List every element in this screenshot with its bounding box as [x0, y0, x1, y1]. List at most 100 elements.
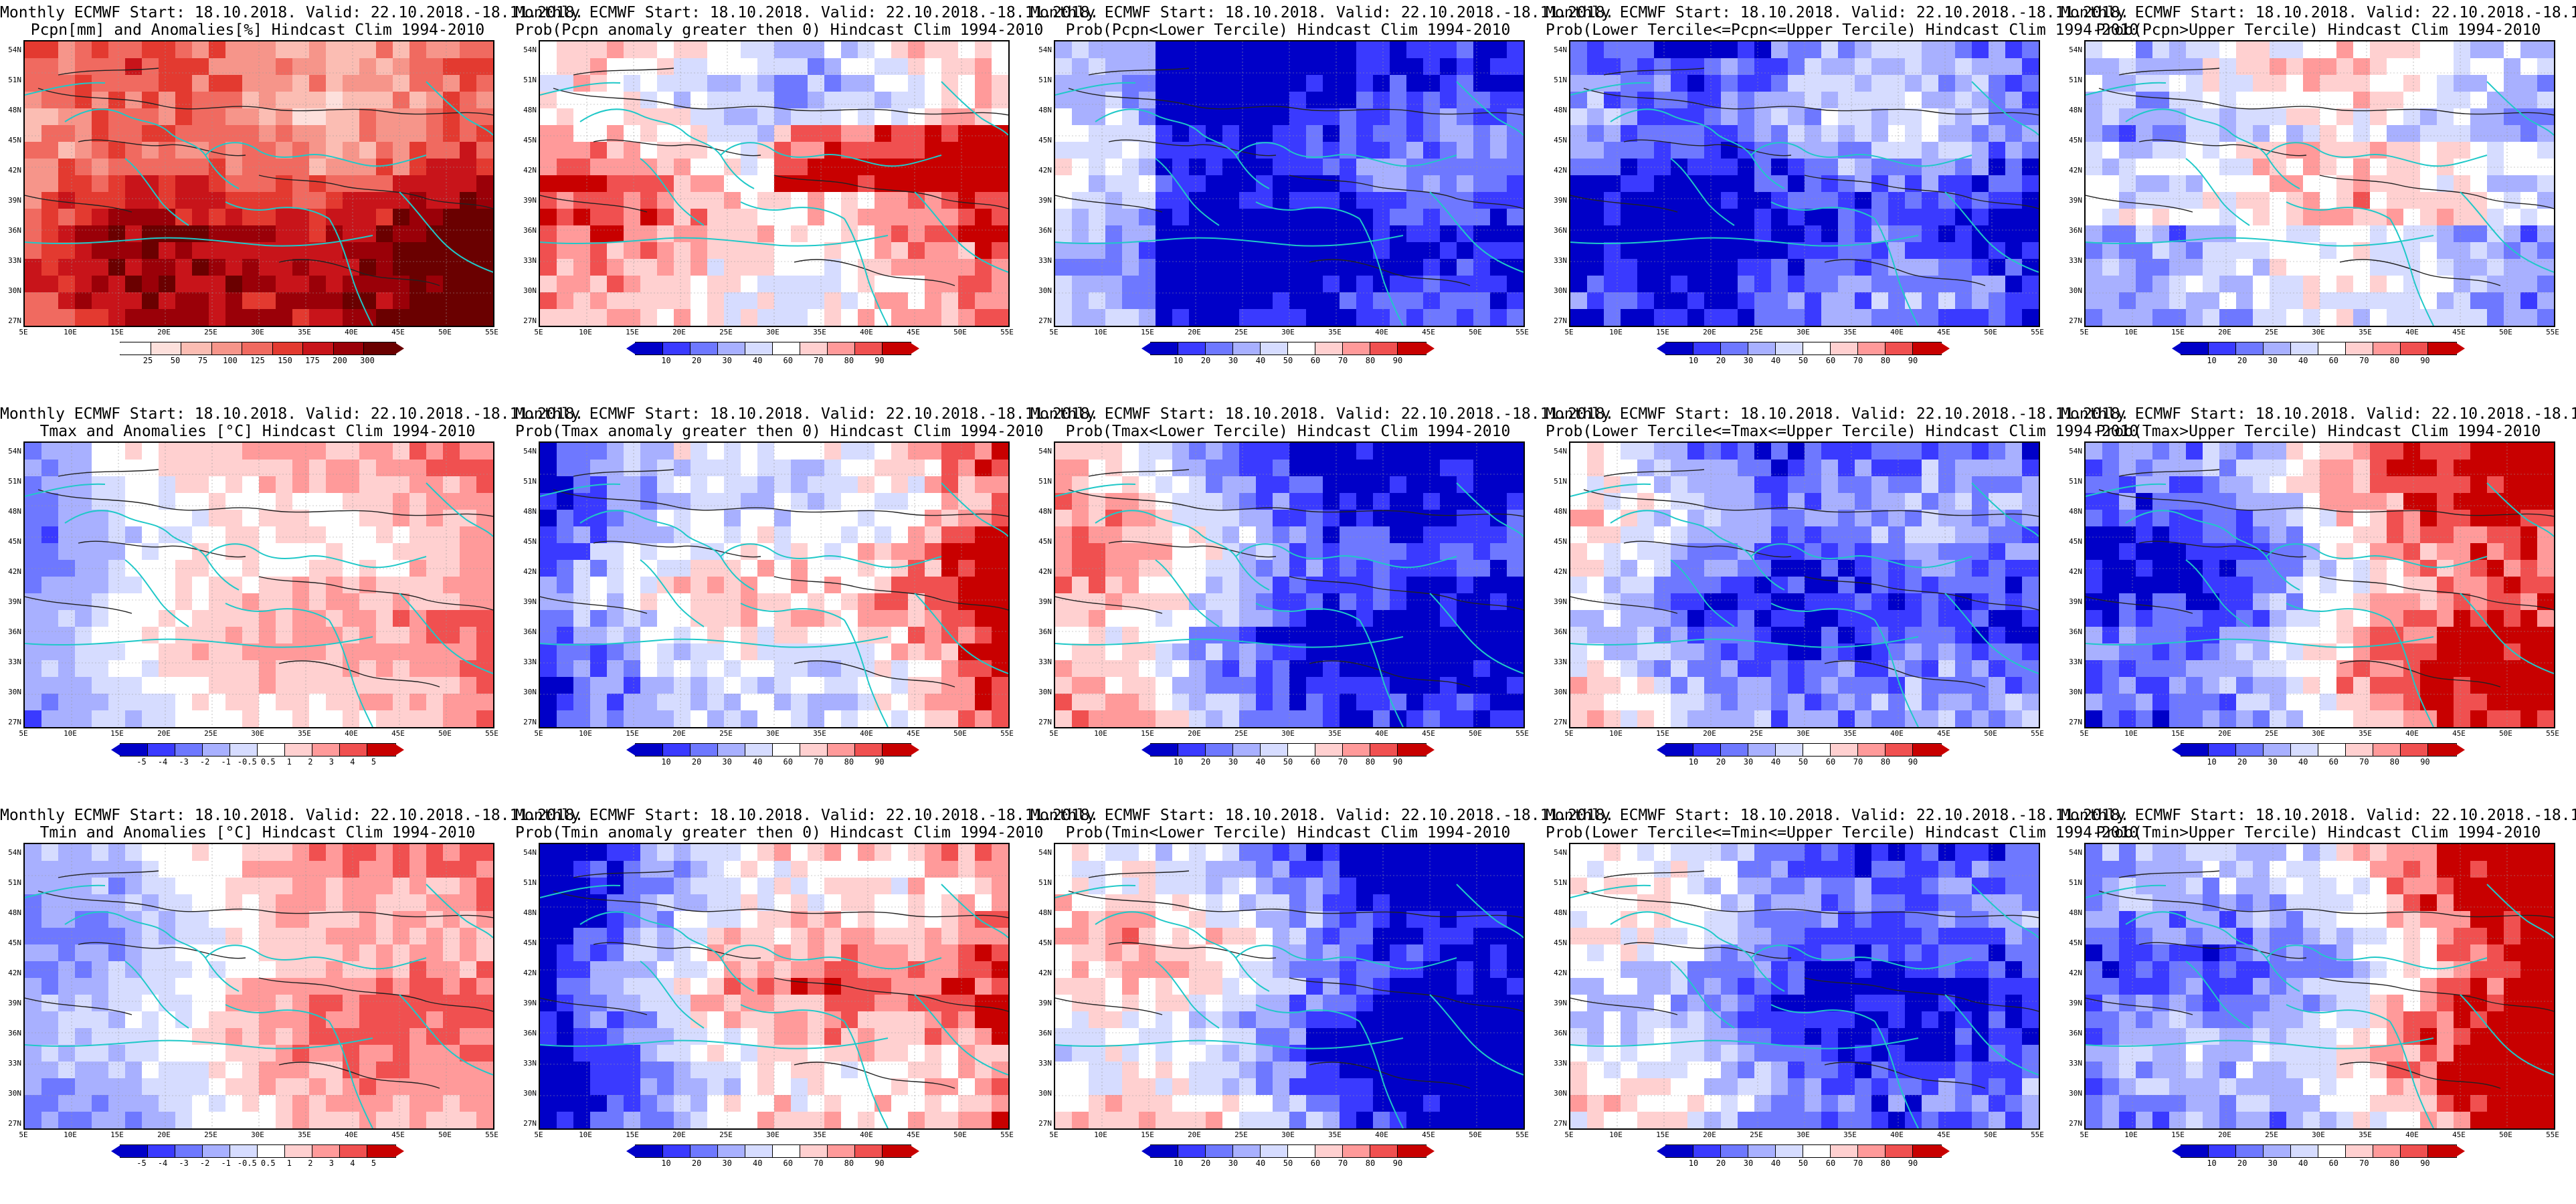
field-cell: [1888, 593, 1906, 611]
field-cell: [1771, 259, 1788, 276]
field-cell: [1089, 643, 1106, 661]
field-cell: [691, 125, 708, 142]
field-cell: [1972, 292, 1989, 310]
field-cell: [590, 58, 608, 76]
latitude-label: 30N: [8, 688, 21, 696]
field-cell: [92, 710, 109, 727]
field-cell: [376, 643, 393, 661]
field-cell: [1289, 526, 1307, 544]
longitude-label: 30E: [2312, 328, 2325, 336]
field-cell: [92, 694, 109, 711]
field-cell: [2136, 242, 2153, 260]
field-cell: [1855, 309, 1872, 326]
field-cell: [125, 209, 143, 226]
field-cell: [393, 175, 410, 193]
field-cell: [1156, 460, 1173, 477]
field-cell: [1507, 543, 1524, 561]
field-cell: [557, 577, 574, 594]
field-cell: [2102, 209, 2120, 226]
field-cell: [757, 125, 775, 142]
field-cell: [409, 476, 427, 494]
field-cell: [443, 192, 460, 209]
field-cell: [1754, 242, 1772, 260]
field-cell: [1373, 543, 1390, 561]
field-cell: [607, 443, 624, 460]
field-cell: [225, 677, 243, 694]
field-cell: [259, 610, 276, 627]
field-cell: [1055, 627, 1073, 644]
field-cell: [460, 627, 477, 644]
field-cell: [1055, 694, 1073, 711]
field-cell: [674, 259, 691, 276]
field-cell: [707, 443, 725, 460]
field-cell: [1955, 75, 1972, 92]
field-cell: [1604, 610, 1621, 627]
field-cell: [2236, 41, 2253, 59]
field-cell: [1490, 58, 1507, 76]
field-cell: [841, 125, 858, 142]
field-cell: [1704, 192, 1722, 209]
field-cell: [1972, 660, 1989, 678]
field-cell: [2370, 108, 2387, 126]
field-cell: [1972, 58, 1989, 76]
colorbar-tick-label: -0.5: [237, 757, 257, 767]
colorbar-segment: [1260, 342, 1289, 355]
longitude-label: 50E: [1469, 328, 1482, 336]
field-cell: [1306, 41, 1323, 59]
field-cell: [674, 292, 691, 310]
field-cell: [1671, 660, 1688, 678]
field-cell: [2403, 108, 2421, 126]
field-cell: [908, 510, 925, 527]
field-cell: [309, 577, 327, 594]
field-cell: [1855, 627, 1872, 644]
field-cell: [2520, 92, 2538, 109]
field-cell: [142, 460, 159, 477]
field-cell: [1507, 627, 1524, 644]
field-cell: [1055, 460, 1073, 477]
field-cell: [1440, 610, 1457, 627]
field-cell: [1989, 309, 2006, 326]
coastline: [2185, 158, 2250, 226]
colorbar-high-arrow: [2456, 342, 2465, 355]
field-cell: [2336, 192, 2354, 209]
field-cell: [1570, 75, 1588, 92]
field-cell: [192, 560, 209, 577]
field-cell: [607, 225, 624, 243]
longitude-label: 5E: [534, 328, 543, 336]
field-cell: [640, 276, 658, 293]
field-cell: [1256, 192, 1273, 209]
latitude-label: 30N: [523, 286, 537, 295]
field-cell: [2022, 526, 2039, 544]
field-cell: [1604, 292, 1621, 310]
field-cell: [875, 92, 892, 109]
field-cell: [1955, 175, 1972, 193]
field-cell: [25, 627, 42, 644]
latitude-label: 33N: [1554, 658, 1567, 666]
field-cell: [1306, 242, 1323, 260]
field-cell: [1490, 92, 1507, 109]
field-cell: [2504, 192, 2521, 209]
field-cell: [1323, 677, 1340, 694]
field-cell: [1871, 526, 1889, 544]
field-cell: [557, 58, 574, 76]
field-cell: [1604, 577, 1621, 594]
field-cell: [624, 58, 641, 76]
field-cell: [75, 710, 92, 727]
field-cell: [2353, 125, 2371, 142]
field-cell: [1821, 610, 1839, 627]
field-cell: [590, 259, 608, 276]
field-cell: [225, 510, 243, 527]
longitude-label: 10E: [64, 328, 77, 336]
field-cell: [707, 192, 725, 209]
field-cell: [875, 192, 892, 209]
field-cell: [1938, 292, 1956, 310]
field-cell: [624, 460, 641, 477]
field-cell: [1172, 209, 1190, 226]
colorbar-segment: [2181, 342, 2210, 355]
map-panel: Monthly ECMWF Start: 18.10.2018. Valid: …: [1030, 0, 1614, 401]
field-cell: [276, 493, 293, 510]
field-cell: [2022, 710, 2039, 727]
colorbar-tick-label: -1: [221, 757, 231, 767]
field-cell: [2186, 276, 2203, 293]
field-cell: [1172, 276, 1190, 293]
